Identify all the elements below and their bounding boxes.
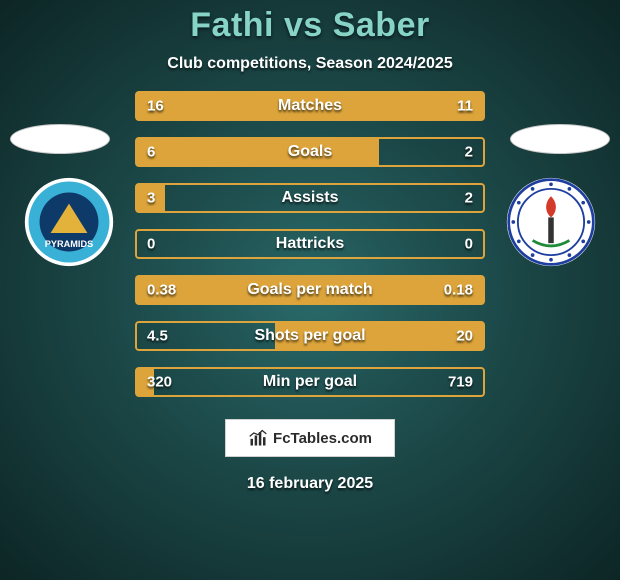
- stat-label: Hattricks: [276, 235, 344, 253]
- stat-label: Min per goal: [263, 373, 357, 391]
- stat-label: Shots per goal: [254, 327, 365, 345]
- stat-value-right: 11: [457, 98, 473, 115]
- footer-brand-label: FcTables.com: [273, 430, 372, 447]
- stat-label: Assists: [282, 189, 339, 207]
- stat-value-right: 719: [448, 374, 473, 391]
- stat-value-left: 0: [147, 236, 155, 253]
- stat-value-left: 3: [147, 190, 155, 207]
- page-title: Fathi vs Saber: [190, 6, 429, 45]
- stat-value-left: 0.38: [147, 282, 176, 299]
- stat-value-left: 6: [147, 144, 155, 161]
- snapshot-date: 16 february 2025: [247, 475, 373, 493]
- stat-row: 6 2 Goals: [135, 137, 485, 167]
- stat-value-left: 320: [147, 374, 172, 391]
- stat-label: Matches: [278, 97, 342, 115]
- stat-row: 16 11 Matches: [135, 91, 485, 121]
- stat-fill-left: [137, 139, 379, 165]
- stat-label: Goals per match: [247, 281, 372, 299]
- stat-value-right: 2: [465, 190, 473, 207]
- stats-bars: 16 11 Matches 6 2 Goals 3 2 Assists 0 0 Hattricks 0.…: [0, 91, 620, 413]
- stat-value-left: 4.5: [147, 328, 168, 345]
- footer-brand[interactable]: FcTables.com: [225, 419, 395, 457]
- stat-row: 0 0 Hattricks: [135, 229, 485, 259]
- stat-value-right: 20: [456, 328, 473, 345]
- stat-value-right: 0: [465, 236, 473, 253]
- stat-label: Goals: [288, 143, 332, 161]
- chart-icon: [248, 428, 268, 448]
- stat-row: 0.38 0.18 Goals per match: [135, 275, 485, 305]
- stat-value-left: 16: [147, 98, 164, 115]
- stat-value-right: 0.18: [444, 282, 473, 299]
- stat-row: 4.5 20 Shots per goal: [135, 321, 485, 351]
- stat-row: 320 719 Min per goal: [135, 367, 485, 397]
- page-subtitle: Club competitions, Season 2024/2025: [167, 55, 452, 73]
- content-root: Fathi vs Saber Club competitions, Season…: [0, 0, 620, 580]
- stat-value-right: 2: [465, 144, 473, 161]
- stat-row: 3 2 Assists: [135, 183, 485, 213]
